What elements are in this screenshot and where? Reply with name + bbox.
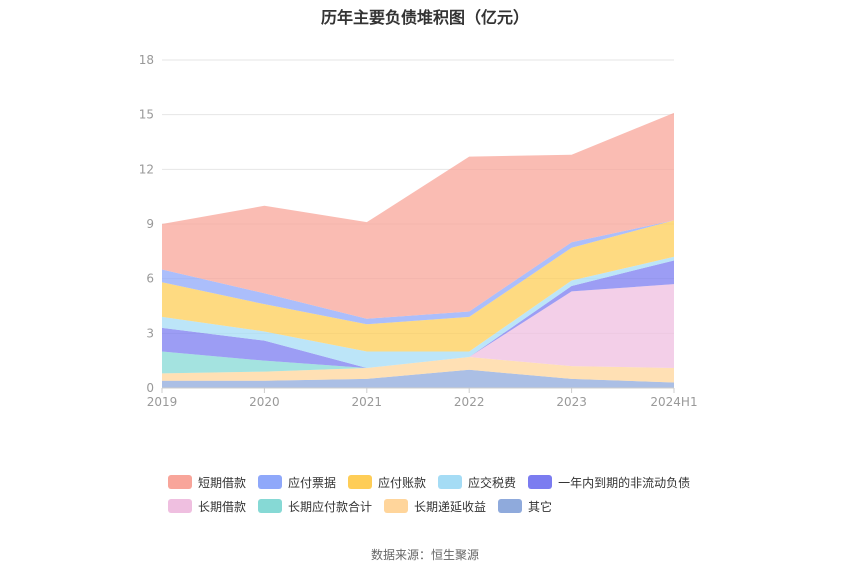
area-series-5 (162, 256, 674, 368)
area-series-8 (162, 112, 674, 319)
legend-item[interactable]: 一年内到期的非流动负债 (528, 474, 690, 491)
legend-swatch (168, 499, 192, 513)
y-tick-label: 12 (139, 162, 154, 176)
area-series-0 (162, 369, 674, 388)
legend-item[interactable]: 长期应付款合计 (258, 498, 372, 515)
area-series-1 (162, 357, 674, 383)
legend-swatch (168, 475, 192, 489)
x-tick-label: 2022 (454, 395, 485, 409)
legend-item[interactable]: 其它 (498, 498, 552, 515)
legend-item[interactable]: 长期递延收益 (384, 498, 486, 515)
area-series-2 (162, 351, 674, 374)
legend-label: 应付票据 (288, 475, 337, 490)
legend-label: 应交税费 (468, 475, 517, 490)
x-tick-label: 2019 (147, 395, 178, 409)
x-tick-label: 2020 (249, 395, 280, 409)
legend-item[interactable]: 短期借款 (168, 474, 246, 491)
area-series-3 (162, 284, 674, 368)
legend-swatch (258, 499, 283, 513)
legend-item[interactable]: 应付票据 (258, 474, 336, 491)
y-tick-label: 9 (146, 217, 154, 231)
y-tick-label: 6 (146, 272, 154, 286)
chart-title: 历年主要负债堆积图（亿元） (320, 8, 529, 27)
legend-swatch (528, 475, 553, 489)
y-tick-label: 0 (146, 381, 154, 395)
legend-label: 一年内到期的非流动负债 (558, 475, 691, 490)
legend-label: 其它 (528, 499, 553, 514)
axes: 0 3 6 9 12 15 18 2019 2020 2021 2022 2023 2024H1 (139, 53, 698, 409)
legend-item[interactable]: 应交税费 (438, 474, 516, 491)
x-tick-label: 2021 (352, 395, 383, 409)
area-series-6 (162, 220, 674, 352)
legend-label: 长期递延收益 (414, 499, 487, 514)
y-tick-label: 15 (139, 108, 154, 122)
legend-item[interactable]: 长期借款 (168, 498, 246, 515)
x-tick-label: 2023 (556, 395, 587, 409)
legend-swatch (438, 475, 463, 489)
area-series (162, 112, 674, 388)
data-source: 数据来源：恒生聚源 (370, 548, 479, 562)
legend-swatch (258, 475, 283, 489)
y-tick-label: 18 (139, 53, 154, 67)
legend-label: 长期应付款合计 (288, 499, 373, 514)
legend: 短期借款 应付票据 应付账款 应交税费 一年内到期的非流动负债 长期借款 长期应付款合计长… (168, 470, 728, 518)
legend-label: 短期借款 (198, 475, 247, 490)
legend-label: 应付账款 (378, 475, 427, 490)
legend-swatch (384, 499, 409, 513)
x-tick-label: 2024H1 (650, 395, 697, 409)
legend-row-1: 短期借款 应付票据 应付账款 应交税费 一年内到期的非流动负债 (168, 470, 728, 494)
legend-label: 长期借款 (198, 499, 247, 514)
y-tick-label: 3 (146, 326, 154, 340)
stacked-area-chart: 0 3 6 9 12 15 18 2019 2020 2021 2022 2023 2024H1 (139, 53, 698, 409)
legend-swatch (498, 499, 523, 513)
legend-item[interactable]: 应付账款 (348, 474, 426, 491)
legend-row-2: 长期借款 长期应付款合计 长期递延收益 其它 (168, 494, 728, 518)
legend-swatch (348, 475, 373, 489)
